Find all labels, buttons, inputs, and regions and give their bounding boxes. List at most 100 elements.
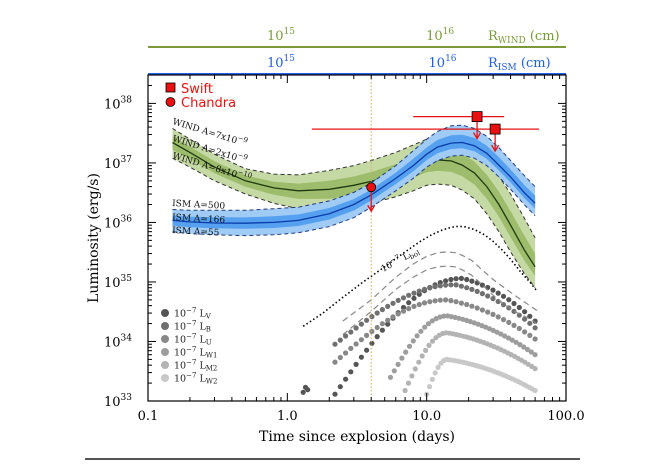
uv-point-U: [385, 317, 391, 323]
legend-label: Swift: [181, 82, 213, 97]
uv-legend-marker: [161, 374, 169, 382]
uv-point-V: [374, 334, 380, 340]
uv-point-V: [305, 387, 311, 393]
uv-point-M2: [402, 387, 408, 394]
uv-point-V: [469, 278, 475, 284]
band-template-curves: [342, 251, 538, 336]
upper-limit-arrowhead: [473, 132, 482, 140]
x-tick-label: 0.1: [138, 409, 159, 424]
legend-base: 10: [174, 335, 186, 346]
uv-point-U: [437, 297, 443, 303]
uv-point-B: [443, 282, 449, 288]
tick-base: 10: [104, 276, 121, 291]
uv-point-U: [358, 337, 364, 343]
y-tick-label: 1033: [104, 393, 132, 410]
uv-point-V: [495, 290, 501, 296]
uv-legend-marker: [161, 335, 169, 343]
uv-point-U: [374, 324, 380, 331]
uv-point-V: [337, 384, 343, 390]
legend-base: 10: [174, 309, 186, 320]
legend-base: 10: [174, 374, 186, 385]
uv-point-W1: [414, 333, 420, 339]
legend-base: 10: [174, 348, 186, 359]
uv-point-U: [516, 325, 522, 332]
tick-exponent: 33: [121, 393, 133, 403]
uv-point-M2: [419, 353, 425, 359]
uv-point-B: [532, 325, 538, 331]
band-inner: [172, 136, 536, 277]
uv-point-B: [364, 317, 370, 323]
uv-point-U: [527, 332, 533, 338]
uv-point-V: [400, 304, 407, 311]
uv-point-V: [532, 318, 538, 324]
uv-point-B: [369, 314, 375, 320]
uv-point-U: [343, 350, 349, 356]
uv-point-W1: [524, 346, 531, 353]
uv-point-U: [400, 308, 407, 314]
legend-main: L: [196, 335, 206, 346]
uv-legend-marker: [161, 361, 169, 369]
uv-point-B: [479, 291, 485, 297]
tick-base: 10: [104, 335, 121, 350]
uv-point-W1: [521, 344, 527, 350]
uv-point-U: [364, 332, 370, 338]
uv-point-W1: [517, 342, 523, 348]
tick-base: 10: [104, 216, 121, 231]
uv-point-U: [479, 307, 485, 313]
uv-point-V: [516, 304, 522, 311]
uv-point-M2: [409, 373, 415, 379]
radius-tick-label: 1016: [429, 54, 457, 71]
uv-point-B: [400, 295, 407, 301]
uv-point-W1: [505, 335, 512, 341]
legend-main: L: [196, 322, 206, 333]
uv-point-U: [411, 303, 417, 309]
uv-point-U: [348, 345, 354, 351]
ism-radius-axis: 1015 1016 RISM (cm): [148, 54, 566, 75]
y-tick-label: 1038: [104, 95, 132, 112]
uv-point-U: [369, 328, 375, 334]
uv-point-U: [390, 314, 396, 320]
uv-point-B: [411, 290, 417, 296]
uv-legend-marker: [161, 348, 169, 356]
uv-point-W1: [425, 321, 432, 327]
uv-point-V: [474, 280, 480, 286]
axis-title-main: R: [488, 29, 499, 44]
wind-radius-axis: 1015 1016 RWIND (cm): [148, 27, 566, 48]
tick-exponent: 16: [445, 54, 457, 64]
legend-label: Chandra: [181, 96, 236, 111]
swift-upper-limit: [489, 123, 501, 135]
uv-point-B: [469, 286, 475, 292]
x-tick-label: 10.0: [412, 409, 441, 424]
ism-model-label: ISM A=500: [172, 199, 226, 212]
uv-point-M2: [412, 366, 418, 372]
ism-model-label: ISM A=55: [172, 226, 220, 238]
tick-base: 10: [104, 97, 121, 112]
uv-point-M2: [423, 347, 429, 353]
legend-exponent: −7: [186, 359, 196, 367]
band-inner: [172, 134, 536, 229]
axis-title-unit: (cm): [517, 56, 551, 71]
uv-point-B: [453, 282, 459, 288]
ism-model-label: ISM A=166: [172, 213, 226, 226]
uv-point-W1: [418, 328, 424, 334]
uv-point-U: [379, 321, 385, 327]
tick-base: 10: [429, 56, 446, 71]
bolometric-label-text: 10−7 Lbol: [378, 243, 422, 275]
band-center-curve: [172, 141, 536, 224]
uv-point-W1: [406, 343, 413, 349]
uv-point-B: [358, 321, 364, 327]
axis-title-main: R: [488, 56, 499, 71]
uv-point-B: [343, 333, 349, 339]
legend-subscript: W1: [206, 352, 218, 360]
uv-point-W1: [532, 352, 538, 358]
uv-point-U: [448, 298, 454, 304]
uv-point-W2: [432, 370, 438, 376]
uv-point-V: [348, 369, 354, 375]
legend-base: 10: [174, 322, 186, 333]
uv-point-W1: [513, 339, 519, 345]
bol-base: 10: [380, 260, 395, 274]
tick-exponent: 15: [284, 27, 296, 37]
uv-point-B: [511, 308, 517, 314]
uv-point-B: [432, 284, 438, 290]
